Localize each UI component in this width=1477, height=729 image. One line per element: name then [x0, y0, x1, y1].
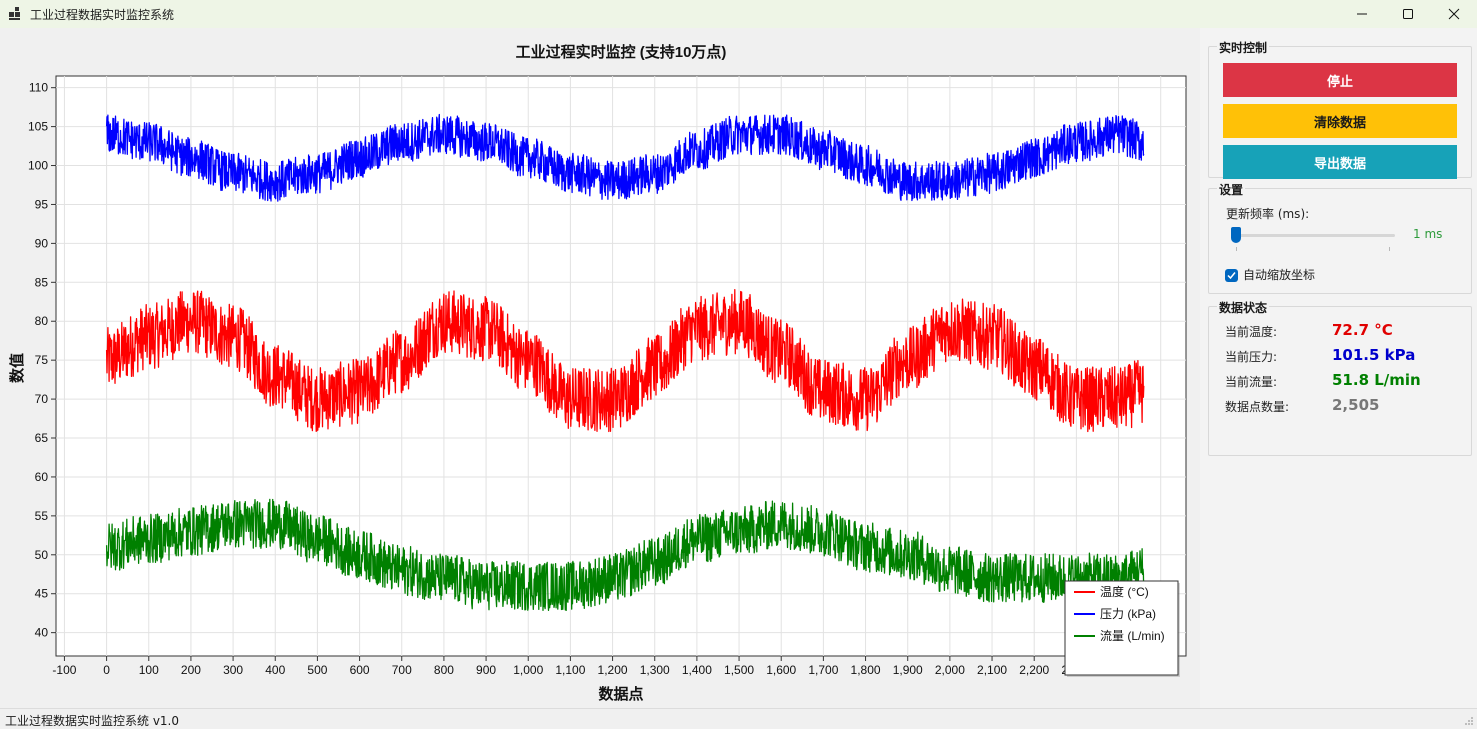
slider-tick: [1389, 247, 1390, 251]
x-tick-label: 400: [265, 663, 285, 677]
x-tick-label: 0: [103, 663, 110, 677]
series-line: [105, 498, 1145, 612]
resize-grip-icon[interactable]: [1464, 716, 1474, 726]
legend-label: 流量 (L/min): [1100, 629, 1165, 643]
series-pressure: [105, 113, 1145, 202]
frequency-slider-thumb[interactable]: [1231, 227, 1241, 243]
flow-value: 51.8 L/min: [1332, 371, 1421, 389]
chart-panel[interactable]: 工业过程实时监控 (支持10万点) 数据点 数值 -100 0 100 200 300 4…: [0, 28, 1200, 708]
status-bar: 工业过程数据实时监控系统 v1.0: [0, 708, 1477, 729]
series-line: [105, 289, 1145, 433]
title-bar: 工业过程数据实时监控系统: [0, 0, 1477, 28]
y-tick-label: 70: [35, 392, 49, 406]
pressure-label: 当前压力:: [1225, 350, 1278, 364]
temperature-label: 当前温度:: [1225, 325, 1278, 339]
legend: [1064, 580, 1179, 676]
control-group: 实时控制 停止 清除数据 导出数据: [1208, 39, 1472, 179]
maximize-button[interactable]: [1385, 0, 1431, 28]
status-text: 工业过程数据实时监控系统 v1.0: [5, 714, 180, 728]
checkmark-icon: [1227, 272, 1236, 280]
minimize-button[interactable]: [1339, 0, 1385, 28]
x-tick-label: 2,000: [935, 663, 965, 677]
chart-title: 工业过程实时监控 (支持10万点): [516, 43, 727, 61]
y-tick-label: 60: [35, 470, 49, 484]
window-title: 工业过程数据实时监控系统: [30, 8, 175, 22]
y-tick-label: 55: [35, 509, 49, 523]
x-tick-label: 1,700: [808, 663, 838, 677]
slider-tick: [1236, 247, 1237, 251]
x-tick-label: 100: [139, 663, 159, 677]
x-tick-label: 500: [307, 663, 327, 677]
autoscale-label[interactable]: 自动缩放坐标: [1243, 268, 1316, 282]
x-tick-label: 1,100: [555, 663, 585, 677]
realtime-chart[interactable]: 工业过程实时监控 (支持10万点) 数据点 数值 -100 0 100 200 300 4…: [0, 28, 1200, 708]
series-flow: [105, 498, 1145, 612]
x-tick-label: 2,100: [977, 663, 1007, 677]
x-tick-label: 600: [350, 663, 370, 677]
y-tick-label: 105: [28, 120, 48, 134]
x-tick-label: 1,000: [513, 663, 543, 677]
x-tick-label: 1,900: [893, 663, 923, 677]
legend-label: 温度 (°C): [1100, 584, 1149, 599]
y-tick-label: 80: [35, 314, 49, 328]
pressure-value: 101.5 kPa: [1332, 346, 1416, 364]
status-group: 数据状态 当前温度: 72.7 °C 当前压力: 101.5 kPa 当前流量:…: [1208, 299, 1472, 456]
autoscale-checkbox[interactable]: [1225, 269, 1238, 282]
x-tick-label: 1,300: [640, 663, 670, 677]
y-tick-label: 95: [35, 197, 49, 211]
settings-group: 设置 更新频率 (ms): 1 ms 自动缩放坐标: [1208, 181, 1472, 294]
update-frequency-label: 更新频率 (ms):: [1226, 207, 1310, 221]
y-tick-label: 85: [35, 275, 49, 289]
grid-app-icon: [9, 7, 20, 20]
x-axis-label: 数据点: [598, 685, 643, 703]
status-group-title: 数据状态: [1217, 299, 1270, 316]
control-group-title: 实时控制: [1217, 39, 1270, 56]
y-tick-label: 50: [35, 548, 49, 562]
x-tick-label: 900: [476, 663, 496, 677]
maximize-icon: [1403, 9, 1413, 19]
x-tick-label: 1,500: [724, 663, 754, 677]
series-temperature: [105, 289, 1145, 433]
series-line: [105, 113, 1145, 202]
frequency-value: 1 ms: [1413, 227, 1443, 241]
legend-label: 压力 (kPa): [1100, 607, 1156, 621]
control-sidebar: 实时控制 停止 清除数据 导出数据 设置 更新频率 (ms): 1 ms 自动缩…: [1200, 28, 1477, 708]
export-data-button[interactable]: 导出数据: [1223, 145, 1457, 179]
close-button[interactable]: [1431, 0, 1477, 28]
x-tick-label: -100: [52, 663, 76, 677]
frequency-slider-track[interactable]: [1237, 234, 1395, 237]
minimize-icon: [1357, 13, 1367, 15]
close-icon: [1448, 8, 1460, 20]
x-tick-label: 1,600: [766, 663, 796, 677]
clear-data-button[interactable]: 清除数据: [1223, 104, 1457, 138]
y-axis-label: 数值: [8, 353, 26, 383]
x-tick-label: 200: [181, 663, 201, 677]
point-count-label: 数据点数量:: [1225, 400, 1290, 414]
y-tick-label: 40: [35, 626, 49, 640]
x-tick-label: 2,200: [1019, 663, 1049, 677]
y-tick-label: 75: [35, 353, 49, 367]
y-tick-label: 65: [35, 431, 49, 445]
x-tick-label: 700: [392, 663, 412, 677]
flow-label: 当前流量:: [1225, 375, 1278, 389]
x-tick-label: 1,400: [682, 663, 712, 677]
point-count-value: 2,505: [1332, 396, 1380, 414]
y-tick-label: 45: [35, 587, 49, 601]
x-tick-label: 1,800: [851, 663, 881, 677]
temperature-value: 72.7 °C: [1332, 321, 1393, 339]
x-tick-label: 300: [223, 663, 243, 677]
y-tick-label: 90: [35, 236, 49, 250]
x-tick-label: 800: [434, 663, 454, 677]
y-tick-label: 100: [28, 159, 48, 173]
settings-group-title: 设置: [1217, 181, 1246, 198]
stop-button[interactable]: 停止: [1223, 63, 1457, 97]
y-tick-label: 110: [29, 81, 48, 95]
x-tick-label: 1,200: [598, 663, 628, 677]
